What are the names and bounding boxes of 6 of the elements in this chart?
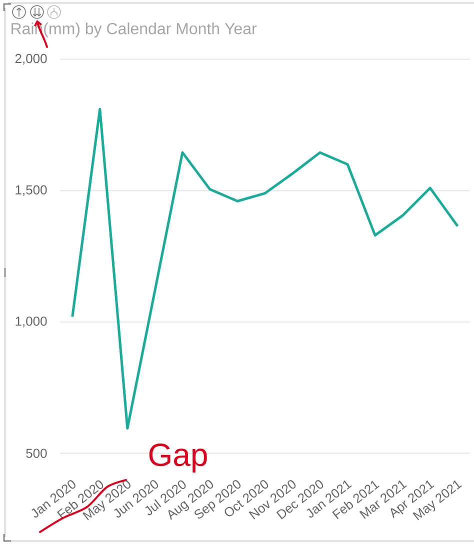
line-series	[71, 108, 459, 430]
y-tick-label: 1,500	[16, 185, 47, 196]
y-tick-label: 2,000	[15, 54, 47, 65]
y-tick-label: 1,000	[16, 316, 47, 328]
y-tick-label: 500	[26, 448, 47, 458]
annotation: Gap	[149, 444, 207, 472]
